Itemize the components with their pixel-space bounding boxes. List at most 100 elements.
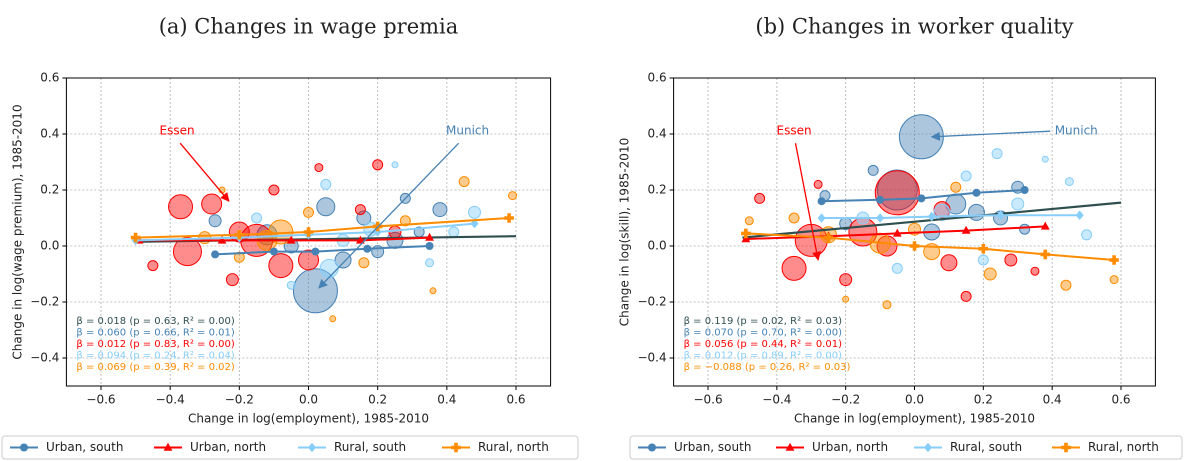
stat-text: β = 0.119 (p = 0.02, R² = 0.03) — [684, 316, 842, 327]
bubble — [468, 205, 482, 219]
line-marker — [892, 228, 902, 237]
legend-marker — [648, 443, 656, 452]
annotation-arrow — [179, 142, 230, 202]
line-marker — [961, 225, 971, 234]
legend-marker — [163, 442, 173, 451]
bubble — [399, 215, 411, 227]
chart-title: (b) Changes in worker quality — [755, 15, 1073, 39]
annotation-arrow — [318, 142, 460, 289]
y-tick-label: 0.6 — [40, 71, 59, 85]
y-axis-label: Change in log(wage premium), 1985-2010 — [11, 104, 25, 359]
line-marker — [876, 195, 885, 204]
bubble — [314, 163, 324, 173]
bubble — [754, 192, 766, 204]
x-tick-label: 0.0 — [905, 393, 924, 407]
bubble — [1019, 223, 1031, 235]
legend-label: Rural, north — [478, 440, 549, 454]
legend-label: Rural, south — [950, 440, 1022, 454]
bubble — [201, 193, 223, 215]
y-tick-label: 0.4 — [648, 127, 667, 141]
line-marker — [130, 232, 141, 243]
axes-frame — [65, 77, 552, 387]
line-marker — [823, 232, 834, 243]
bubble — [867, 164, 879, 176]
line-marker — [363, 244, 372, 253]
x-tick-label: −0.4 — [156, 393, 185, 407]
x-tick-label: 0.6 — [506, 393, 525, 407]
line-marker — [1040, 249, 1051, 260]
y-tick-label: −0.4 — [30, 351, 59, 365]
line-marker — [234, 230, 245, 240]
series-line — [745, 232, 1115, 261]
bubble — [1041, 155, 1049, 163]
bubble — [788, 212, 800, 224]
y-tick-label: 0.0 — [648, 239, 667, 253]
x-tick-label: 0.0 — [299, 393, 318, 407]
bubble — [891, 262, 903, 274]
x-tick-label: −0.2 — [225, 393, 254, 407]
annotation-arrow — [794, 143, 822, 261]
x-tick-label: −0.4 — [762, 393, 791, 407]
bubble — [842, 295, 850, 303]
bubble — [448, 226, 460, 238]
bubble — [168, 194, 194, 220]
line-marker — [217, 235, 227, 244]
bubble — [147, 260, 159, 272]
bubble — [977, 254, 989, 266]
line-marker — [817, 197, 826, 206]
x-tick-label: 0.4 — [1043, 393, 1062, 407]
bubble — [991, 148, 1003, 160]
bubble — [172, 237, 202, 267]
legend-label: Urban, north — [190, 440, 266, 454]
line-marker — [425, 232, 434, 241]
line-marker — [303, 227, 314, 237]
y-tick-label: 0.4 — [40, 127, 59, 141]
x-axis-label: Change in log(employment), 1985-2010 — [794, 412, 1035, 426]
bubble — [960, 170, 972, 182]
line-marker — [1040, 221, 1050, 230]
annotation-arrow — [930, 130, 1051, 141]
line-marker — [425, 242, 434, 250]
annotation-label: Essen — [777, 124, 812, 138]
annotation-label: Munich — [446, 124, 489, 138]
bubble — [874, 170, 920, 216]
annotation-label: Essen — [160, 124, 195, 138]
y-tick-label: 0.0 — [40, 239, 59, 253]
bubble — [882, 300, 892, 310]
bubble — [967, 203, 985, 221]
line-marker — [876, 213, 885, 223]
bubble — [251, 212, 263, 224]
x-tick-label: −0.6 — [86, 393, 115, 407]
y-tick-label: −0.2 — [637, 295, 666, 309]
line-marker — [996, 210, 1005, 220]
x-tick-label: 0.2 — [368, 393, 387, 407]
bubble — [432, 202, 448, 218]
line-marker — [1020, 186, 1029, 194]
bubble — [744, 216, 754, 226]
line-marker — [1075, 210, 1084, 220]
line-marker — [909, 241, 920, 251]
line-marker — [470, 218, 479, 229]
bubble — [286, 280, 296, 290]
legend-marker — [924, 442, 932, 453]
bubble — [268, 253, 294, 279]
axes-frame — [673, 77, 1156, 387]
bubble — [839, 273, 853, 287]
line-marker — [972, 188, 981, 197]
bubble — [813, 179, 823, 189]
bubble — [225, 273, 239, 287]
stat-text: β = 0.056 (p = 0.44, R² = 0.01) — [684, 339, 842, 350]
stat-text: β = 0.070 (p = 0.70, R² = 0.00) — [684, 328, 842, 339]
bubble — [1060, 279, 1072, 291]
bubble — [358, 257, 370, 269]
bubble — [960, 290, 972, 302]
stat-text: β = 0.060 (p = 0.66, R² = 0.01) — [76, 328, 234, 339]
bubble — [458, 176, 470, 188]
line-marker — [817, 213, 826, 223]
bubble — [1030, 266, 1040, 276]
line-marker — [927, 211, 936, 222]
x-tick-label: 0.2 — [974, 393, 993, 407]
bubble — [983, 267, 997, 281]
bubble — [1109, 275, 1119, 285]
